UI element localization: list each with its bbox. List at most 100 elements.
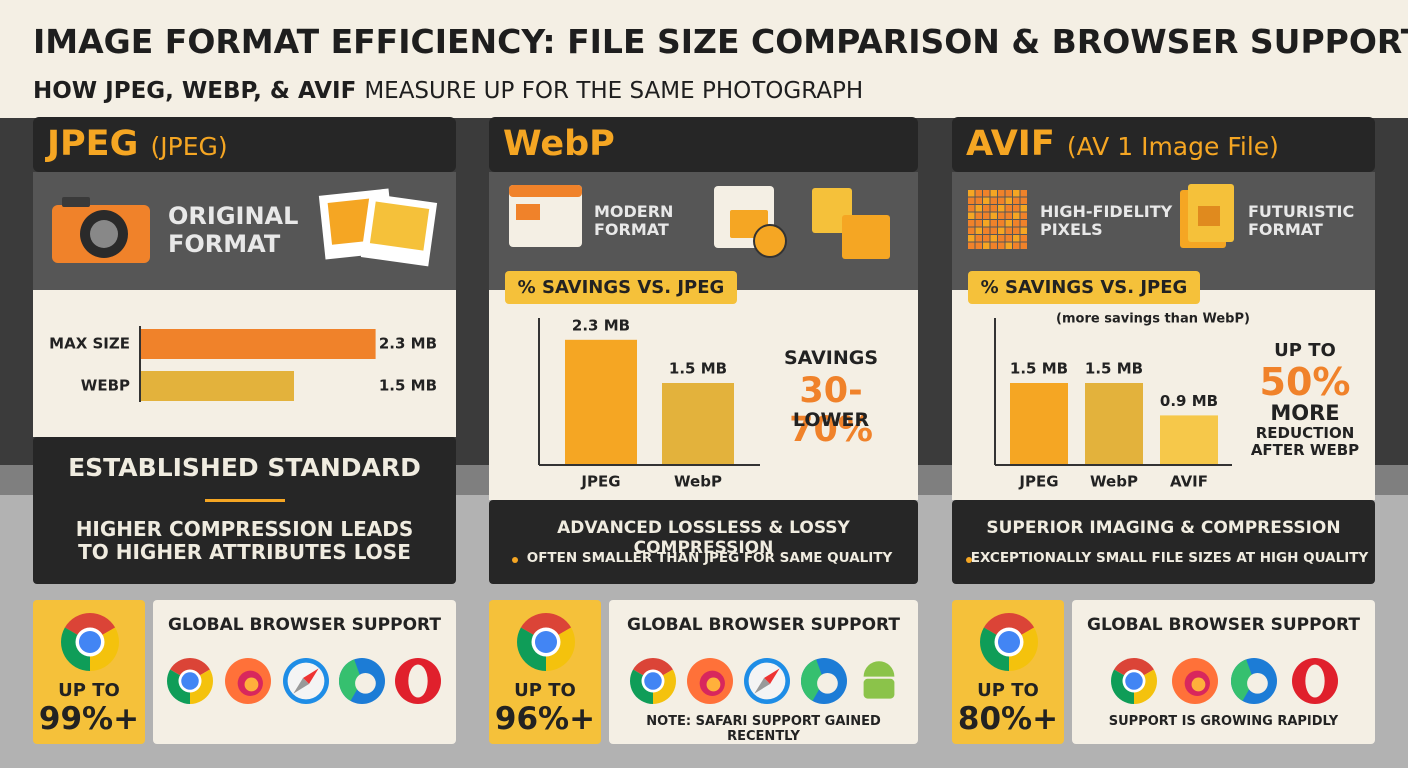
android-body <box>863 678 895 699</box>
feature: ORIGINAL FORMAT <box>168 202 299 258</box>
camera-lens-inner <box>90 220 118 248</box>
pixel <box>983 212 990 219</box>
value-label: 1.5 MB <box>1010 360 1068 378</box>
opera-hole <box>1305 664 1325 698</box>
firefox-core <box>244 677 259 692</box>
pixel <box>998 235 1005 242</box>
edge-green <box>801 659 824 701</box>
chrome-center <box>1125 672 1143 690</box>
category-label: JPEG <box>1018 473 1058 491</box>
format-title: AVIF (AV 1 Image File) <box>966 124 1279 164</box>
pixel <box>1020 235 1027 242</box>
pixel <box>968 235 975 242</box>
photos <box>318 188 438 267</box>
pixel <box>1013 227 1020 234</box>
category-label: WebP <box>674 473 722 491</box>
edge-green <box>1231 659 1254 701</box>
pixel <box>968 212 975 219</box>
chrome-center <box>644 672 662 690</box>
pixel <box>1013 235 1020 242</box>
pixel <box>1005 220 1012 227</box>
divider <box>205 499 285 502</box>
support-note: NOTE: SAFARI SUPPORT GAINED RECENTLY <box>646 714 881 744</box>
panel-header <box>489 117 918 172</box>
chrome-center <box>78 630 102 654</box>
pixel <box>1020 212 1027 219</box>
panel-footer <box>952 500 1375 584</box>
firefox-core <box>1191 677 1206 692</box>
pixel <box>1020 205 1027 212</box>
pixel <box>983 235 990 242</box>
chart-title-box <box>505 271 737 304</box>
pixel <box>990 235 997 242</box>
doc-mark <box>1198 206 1220 226</box>
pixel <box>998 227 1005 234</box>
chrome-center <box>181 672 199 690</box>
pixel <box>990 220 997 227</box>
callout: 50% <box>1259 360 1351 404</box>
footer-text: OFTEN SMALLER THAN JPEG FOR SAME QUALITY <box>526 550 893 566</box>
support-title: GLOBAL BROWSER SUPPORT <box>1087 615 1360 635</box>
pixel <box>975 197 982 204</box>
pixel <box>1005 235 1012 242</box>
support-percent: 96%+ <box>494 701 596 737</box>
pixel <box>990 242 997 249</box>
pixel <box>975 205 982 212</box>
subtitle-rest: MEASURE UP FOR THE SAME PHOTOGRAPH <box>364 78 864 104</box>
bar <box>141 371 294 401</box>
category-label: MAX SIZE <box>49 335 130 353</box>
pixel <box>983 205 990 212</box>
pixel <box>998 212 1005 219</box>
footer-title: SUPERIOR IMAGING & COMPRESSION <box>986 518 1341 538</box>
feature: FUTURISTIC FORMAT <box>1248 202 1355 240</box>
opera-hole <box>408 664 428 698</box>
pixel-grid <box>968 190 1027 249</box>
pixel <box>983 190 990 197</box>
pixel <box>990 197 997 204</box>
chrome-center <box>534 630 558 654</box>
pixel <box>1005 242 1012 249</box>
globe <box>753 224 787 258</box>
title: IMAGE FORMAT EFFICIENCY: FILE SIZE COMPA… <box>33 22 1408 61</box>
pixel <box>975 242 982 249</box>
value-label: 1.5 MB <box>1085 360 1143 378</box>
safari-needle <box>764 668 780 684</box>
footer-text: HIGHER COMPRESSION LEADS TO HIGHER ATTRI… <box>75 517 414 564</box>
bar <box>662 383 734 464</box>
callout: SAVINGS <box>783 347 879 369</box>
support-note: SUPPORT IS GROWING RAPIDLY <box>1108 714 1339 729</box>
format-name: AVIF <box>966 124 1055 164</box>
pixel <box>1013 220 1020 227</box>
format-title: WebP <box>503 124 615 164</box>
category-label: WEBP <box>81 377 130 395</box>
footer-title: ESTABLISHED STANDARD <box>68 453 421 482</box>
pixel <box>1020 190 1027 197</box>
format-title: JPEG (JPEG) <box>47 124 228 164</box>
support-up-to: UP TO <box>514 680 576 701</box>
panel-footer <box>489 500 918 584</box>
feature: HIGH-FIDELITY PIXELS <box>1040 202 1173 240</box>
value-label: 2.3 MB <box>572 316 630 334</box>
subtitle: HOW JPEG, WEBP, & AVIF MEASURE UP FOR TH… <box>33 78 863 104</box>
pixel <box>1013 242 1020 249</box>
value-label: 1.5 MB <box>669 360 727 378</box>
pixel <box>998 205 1005 212</box>
chart-note: (more savings than WebP) <box>1056 312 1250 327</box>
bar <box>1010 383 1068 464</box>
pixel <box>975 190 982 197</box>
bar <box>141 329 376 359</box>
category-label: AVIF <box>1170 473 1208 491</box>
footer-title: ADVANCED LOSSLESS & LOSSY COMPRESSION <box>557 518 850 558</box>
feature: MODERN FORMAT <box>594 202 674 240</box>
browser-icon <box>509 185 582 247</box>
support-up-to: UP TO <box>58 680 120 701</box>
value-label: 1.5 MB <box>379 377 437 395</box>
format-name: JPEG <box>47 124 139 164</box>
pixel <box>968 205 975 212</box>
panel-header <box>33 117 456 172</box>
value-label: 2.3 MB <box>379 335 437 353</box>
callout: UP TO <box>1274 340 1336 361</box>
pixel <box>1020 220 1027 227</box>
